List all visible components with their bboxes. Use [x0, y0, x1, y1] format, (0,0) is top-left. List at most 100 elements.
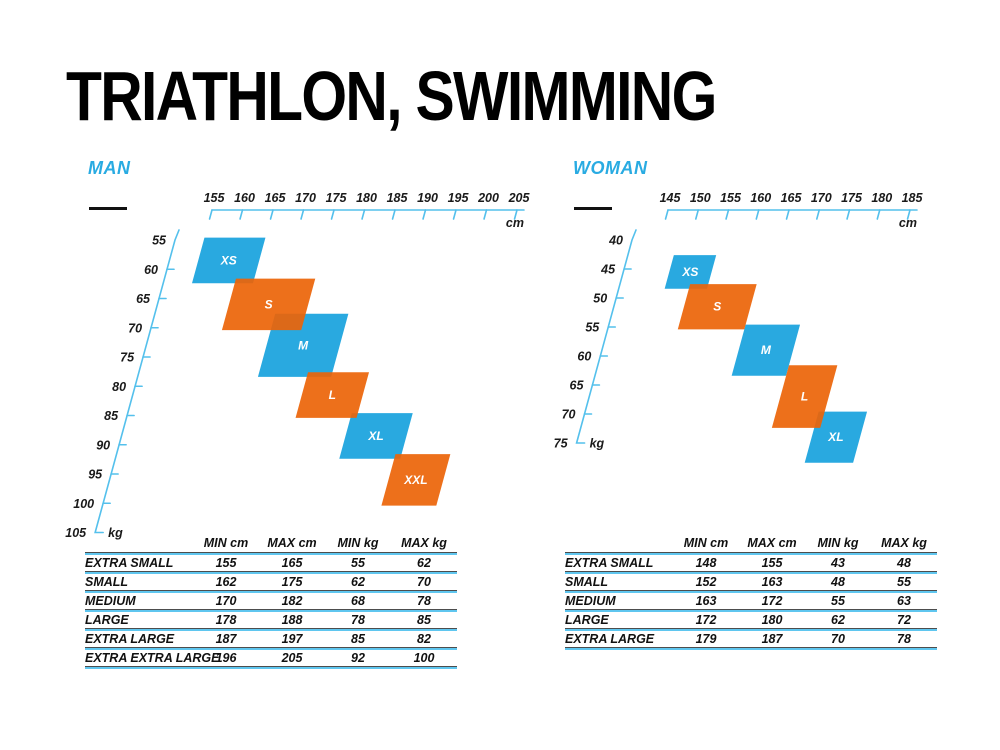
man-size-table: MIN cm MAX cm MIN kg MAX kg EXTRA SMALL 155 16… — [85, 534, 457, 669]
size-value-cell: 62 — [351, 575, 365, 589]
size-value-cell: 179 — [695, 632, 717, 646]
size-region-label: M — [761, 343, 772, 357]
x-tick-label: 155 — [204, 191, 226, 205]
size-value-cell: 196 — [215, 651, 237, 665]
size-region-label: XL — [827, 430, 843, 444]
size-value-cell: 55 — [831, 594, 845, 608]
y-tick-label: 80 — [112, 380, 126, 394]
x-tick-label: 175 — [326, 191, 348, 205]
woman-size-table: MIN cm MAX cm MIN kg MAX kg EXTRA SMALL 148 15… — [565, 534, 937, 650]
y-tick-label: 95 — [88, 468, 103, 482]
table-divider — [565, 647, 937, 650]
y-tick-label: 85 — [104, 409, 119, 423]
y-tick-label: 60 — [577, 350, 591, 364]
header-size-col — [565, 534, 673, 552]
y-tick-label: 65 — [136, 292, 151, 306]
size-name-cell: EXTRA LARGE — [565, 632, 655, 646]
x-tick-label: 205 — [508, 191, 531, 205]
x-tick — [513, 209, 518, 220]
size-region-xs — [191, 237, 266, 284]
size-value-cell: 48 — [897, 556, 911, 570]
man-section-label: MAN — [88, 158, 131, 178]
x-tick — [876, 209, 881, 220]
table-divider — [565, 609, 937, 612]
x-tick — [694, 209, 700, 220]
size-region-label: S — [713, 300, 721, 314]
table-header-row: MIN cm MAX cm MIN kg MAX kg — [565, 534, 937, 552]
size-region-xl — [339, 413, 413, 459]
size-value-cell: 85 — [417, 613, 431, 627]
table-row: LARGE 178 188 78 85 — [85, 612, 457, 628]
y-tick-label: 75 — [120, 351, 135, 365]
table-row: EXTRA EXTRA LARGE 196 205 92 100 — [85, 650, 457, 666]
size-value-cell: 78 — [417, 594, 431, 608]
x-tick-label: 175 — [841, 191, 863, 205]
x-tick — [815, 209, 821, 220]
size-value-cell: 188 — [281, 613, 303, 627]
size-value-cell: 55 — [351, 556, 365, 570]
y-tick-label: 100 — [73, 497, 94, 511]
size-region-label: XXL — [403, 473, 427, 487]
size-value-cell: 187 — [761, 632, 783, 646]
y-tick-label: 105 — [65, 526, 87, 540]
header-col: MIN cm — [203, 536, 249, 550]
size-value-cell: 162 — [215, 575, 237, 589]
size-name-cell: MEDIUM — [85, 594, 136, 608]
size-region-l — [771, 365, 838, 428]
x-unit-label: cm — [899, 216, 917, 230]
header-col: MAX kg — [881, 536, 927, 550]
size-region-label: L — [329, 388, 336, 402]
x-tick — [391, 209, 396, 220]
x-tick-label: 150 — [690, 191, 711, 205]
size-value-cell: 62 — [417, 556, 431, 570]
size-value-cell: 155 — [761, 556, 783, 570]
size-region-s — [221, 278, 316, 331]
size-name-cell: SMALL — [565, 575, 609, 589]
size-value-cell: 178 — [215, 613, 237, 627]
size-value-cell: 78 — [897, 632, 911, 646]
y-unit-label: kg — [590, 437, 605, 451]
size-value-cell: 155 — [215, 556, 237, 570]
x-tick — [330, 209, 335, 220]
size-region-m — [731, 324, 801, 376]
size-name-cell: LARGE — [565, 613, 609, 627]
size-value-cell: 100 — [413, 651, 435, 665]
table-divider — [85, 628, 457, 631]
size-region-label: XS — [681, 265, 698, 279]
x-tick — [300, 209, 305, 220]
table-row: EXTRA SMALL 148 155 43 48 — [565, 555, 937, 571]
y-axis: 55 60 65 70 75 80 85 90 95 100 105 kg — [65, 229, 180, 540]
header-col: MAX cm — [747, 536, 797, 550]
x-tick-label: 190 — [417, 191, 438, 205]
y-tick-label: 50 — [593, 292, 607, 306]
size-value-cell: 182 — [281, 594, 303, 608]
x-axis: 155 160 165 170 175 180 185 190 195 200 205 cm — [204, 191, 531, 230]
header-col: MIN kg — [337, 536, 379, 550]
x-tick-label: 180 — [871, 191, 892, 205]
header-size-col — [85, 534, 193, 552]
size-region-label: M — [298, 338, 309, 352]
x-tick-label: 160 — [234, 191, 255, 205]
table-row: EXTRA SMALL 155 165 55 62 — [85, 555, 457, 571]
x-tick-label: 145 — [660, 191, 682, 205]
x-tick — [208, 209, 213, 220]
man-legend-dash — [89, 207, 127, 210]
size-value-cell: 187 — [215, 632, 237, 646]
x-tick — [725, 209, 730, 220]
table-header-row: MIN cm MAX cm MIN kg MAX kg — [85, 534, 457, 552]
y-tick-label: 55 — [152, 234, 167, 248]
header-col: MIN kg — [817, 536, 859, 550]
size-value-cell: 170 — [215, 594, 237, 608]
x-tick-label: 165 — [265, 191, 287, 205]
x-unit-label: cm — [506, 216, 524, 230]
x-tick-label: 170 — [811, 191, 832, 205]
y-tick-label: 40 — [608, 234, 623, 248]
size-value-cell: 205 — [281, 651, 303, 665]
size-name-cell: SMALL — [85, 575, 129, 589]
header-col: MAX cm — [267, 536, 317, 550]
size-region-label: S — [265, 297, 273, 311]
size-value-cell: 197 — [281, 632, 303, 646]
size-value-cell: 63 — [897, 594, 911, 608]
x-tick-label: 185 — [902, 191, 924, 205]
